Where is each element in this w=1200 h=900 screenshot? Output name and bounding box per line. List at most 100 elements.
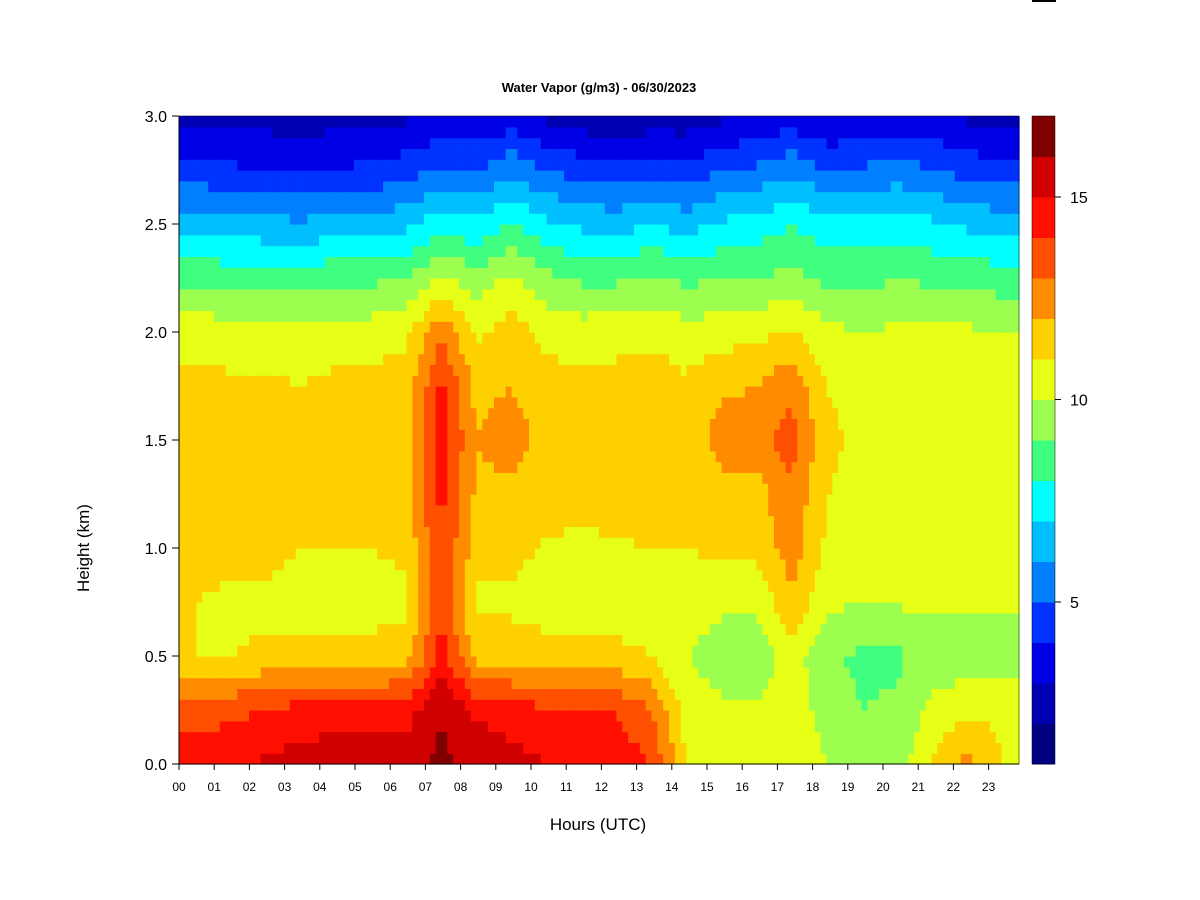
heatmap-cell bbox=[873, 461, 880, 473]
heatmap-cell bbox=[289, 515, 297, 527]
heatmap-cell bbox=[972, 548, 979, 560]
heatmap-cell bbox=[803, 623, 810, 635]
heatmap-cell bbox=[231, 440, 238, 452]
heatmap-cell bbox=[879, 407, 886, 419]
heatmap-cell bbox=[832, 720, 839, 733]
heatmap-cell bbox=[651, 440, 658, 452]
heatmap-cell bbox=[972, 666, 979, 679]
heatmap-cell bbox=[260, 558, 268, 571]
heatmap-cell bbox=[552, 526, 559, 538]
heatmap-cell bbox=[914, 526, 921, 538]
heatmap-cell bbox=[359, 602, 367, 614]
heatmap-cell bbox=[289, 396, 297, 409]
heatmap-cell bbox=[692, 569, 699, 581]
heatmap-cell bbox=[937, 612, 944, 625]
heatmap-cell bbox=[733, 396, 740, 409]
heatmap-cell bbox=[616, 450, 623, 463]
heatmap-cell bbox=[873, 645, 880, 657]
heatmap-cell bbox=[505, 526, 513, 538]
heatmap-cell bbox=[459, 677, 466, 689]
heatmap-cell bbox=[214, 580, 221, 592]
heatmap-cell bbox=[704, 483, 711, 495]
heatmap-cell bbox=[441, 731, 448, 743]
heatmap-cell bbox=[960, 612, 968, 625]
heatmap-cell bbox=[739, 580, 746, 592]
heatmap-cell bbox=[744, 677, 752, 689]
heatmap-cell bbox=[978, 569, 985, 581]
heatmap-cell bbox=[960, 623, 968, 635]
heatmap-cell bbox=[214, 440, 221, 452]
heatmap-cell bbox=[371, 386, 378, 398]
heatmap-cell bbox=[254, 461, 262, 473]
heatmap-cell bbox=[569, 548, 577, 560]
heatmap-cell bbox=[569, 677, 577, 689]
heatmap-cell bbox=[208, 612, 215, 625]
heatmap-cell bbox=[313, 558, 320, 571]
heatmap-cell bbox=[908, 429, 915, 441]
heatmap-cell bbox=[348, 396, 355, 409]
heatmap-cell bbox=[832, 537, 839, 549]
heatmap-cell bbox=[925, 612, 933, 625]
heatmap-cell bbox=[552, 666, 559, 679]
heatmap-cell bbox=[348, 515, 355, 527]
heatmap-cell bbox=[902, 483, 909, 495]
heatmap-cell bbox=[686, 504, 693, 517]
heatmap-cell bbox=[313, 666, 320, 679]
heatmap-cell bbox=[307, 386, 314, 398]
heatmap-cell bbox=[365, 472, 373, 484]
heatmap-cell bbox=[960, 450, 968, 463]
heatmap-cell bbox=[243, 720, 250, 733]
heatmap-cell bbox=[774, 558, 781, 571]
heatmap-cell bbox=[552, 612, 559, 625]
heatmap-cell bbox=[214, 483, 221, 495]
heatmap-cell bbox=[657, 720, 664, 733]
heatmap-cell bbox=[499, 720, 507, 733]
heatmap-cell bbox=[774, 548, 781, 560]
heatmap-cell bbox=[931, 602, 938, 614]
heatmap-cell bbox=[721, 666, 728, 679]
heatmap-cell bbox=[966, 580, 973, 592]
heatmap-cell bbox=[208, 526, 215, 538]
heatmap-cell bbox=[243, 548, 250, 560]
heatmap-cell bbox=[342, 710, 349, 722]
heatmap-cell bbox=[721, 699, 728, 711]
heatmap-cell bbox=[295, 645, 303, 657]
heatmap-cell bbox=[447, 526, 454, 538]
heatmap-cell bbox=[196, 450, 203, 463]
heatmap-cell bbox=[295, 720, 303, 733]
heatmap-cell bbox=[377, 526, 384, 538]
heatmap-cell bbox=[219, 461, 227, 473]
heatmap-cell bbox=[529, 494, 536, 506]
heatmap-cell bbox=[499, 753, 507, 765]
heatmap-cell bbox=[645, 504, 653, 517]
heatmap-cell bbox=[797, 429, 804, 441]
heatmap-cell bbox=[272, 515, 279, 527]
heatmap-cell bbox=[476, 429, 483, 441]
heatmap-cell bbox=[540, 396, 548, 409]
heatmap-cell bbox=[797, 602, 804, 614]
heatmap-cell bbox=[412, 666, 419, 679]
heatmap-cell bbox=[534, 461, 542, 473]
heatmap-cell bbox=[260, 645, 268, 657]
heatmap-cell bbox=[925, 440, 933, 452]
heatmap-cell bbox=[529, 612, 536, 625]
heatmap-cell bbox=[838, 483, 845, 495]
heatmap-cell bbox=[785, 461, 793, 473]
heatmap-cell bbox=[984, 656, 991, 668]
heatmap-cell bbox=[686, 656, 693, 668]
heatmap-cell bbox=[377, 720, 384, 733]
heatmap-cell bbox=[604, 526, 612, 538]
heatmap-cell bbox=[499, 656, 507, 668]
heatmap-cell bbox=[412, 634, 419, 646]
heatmap-cell bbox=[797, 710, 804, 722]
heatmap-cell bbox=[342, 515, 349, 527]
heatmap-cell bbox=[838, 731, 845, 743]
heatmap-cell bbox=[406, 418, 413, 430]
heatmap-cell bbox=[960, 710, 968, 722]
heatmap-cell bbox=[190, 656, 198, 668]
heatmap-cell bbox=[319, 623, 326, 635]
heatmap-cell bbox=[377, 612, 384, 625]
heatmap-cell bbox=[727, 580, 734, 592]
heatmap-cell bbox=[447, 602, 454, 614]
heatmap-cell bbox=[709, 634, 717, 646]
